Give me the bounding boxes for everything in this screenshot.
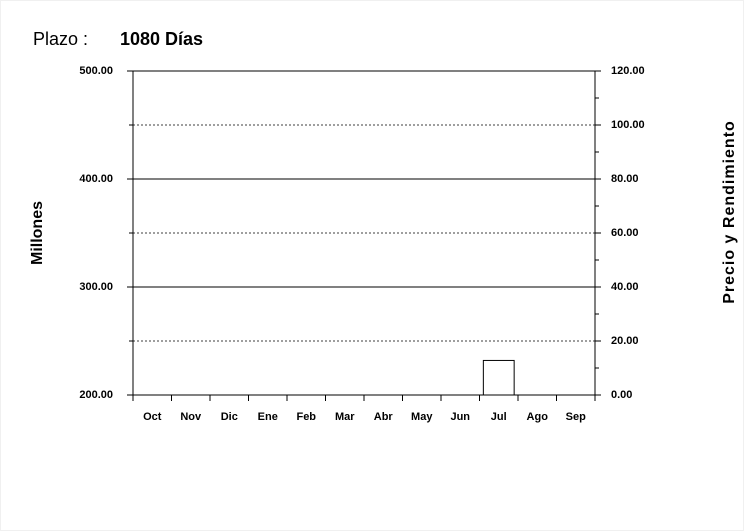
x-tick-label: Jun — [450, 411, 470, 423]
y-tick-label: 500.00 — [79, 65, 113, 77]
x-tick-label: Dic — [221, 411, 238, 423]
bar — [482, 359, 515, 396]
x-tick-label: Nov — [180, 411, 202, 423]
y-tick-label: 400.00 — [79, 173, 113, 185]
x-tick-label: Feb — [296, 411, 316, 423]
x-tick-label: Jul — [491, 411, 507, 423]
chart-subtitle: 1080 Días — [120, 29, 203, 49]
y2-tick-label: 100.00 — [611, 119, 645, 131]
y2-tick-label: 0.00 — [611, 389, 632, 401]
x-tick-label: Oct — [143, 411, 162, 423]
y-tick-label: 200.00 — [79, 389, 113, 401]
y2-tick-label: 20.00 — [611, 335, 639, 347]
y2-tick-label: 60.00 — [611, 227, 639, 239]
x-tick-label: Mar — [335, 411, 355, 423]
y2-tick-label: 120.00 — [611, 65, 645, 77]
x-tick-label: Abr — [374, 411, 394, 423]
y2-tick-label: 80.00 — [611, 173, 639, 185]
x-tick-label: Ago — [527, 411, 549, 423]
y-axis-label: Millones — [29, 201, 46, 265]
x-tick-label: May — [411, 411, 433, 423]
x-tick-label: Sep — [566, 411, 586, 423]
y2-axis-label: Precio y Rendimiento — [721, 120, 738, 304]
chart-title: Plazo : — [33, 29, 88, 49]
y2-tick-label: 40.00 — [611, 281, 639, 293]
x-tick-label: Ene — [258, 411, 278, 423]
y-tick-label: 300.00 — [79, 281, 113, 293]
